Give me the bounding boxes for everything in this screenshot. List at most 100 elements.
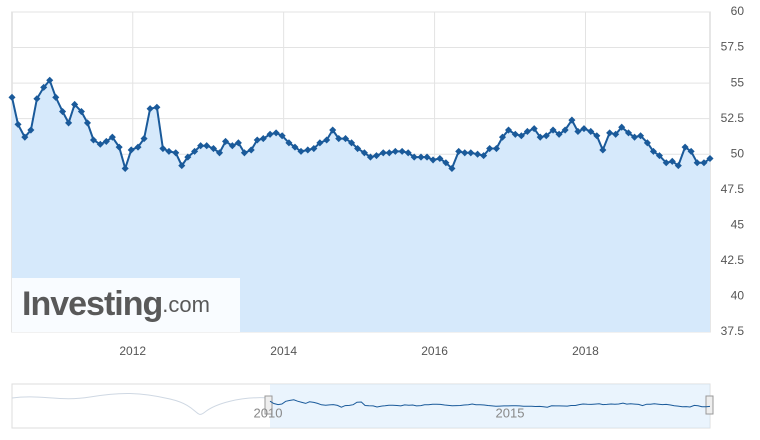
point [649, 147, 657, 155]
point [203, 142, 211, 150]
navigator-handle-left[interactable] [264, 395, 273, 415]
logo-suffix: .com [162, 292, 210, 317]
point [448, 164, 456, 172]
point [234, 139, 242, 147]
navigator-handle-right[interactable] [705, 395, 714, 415]
point [102, 137, 110, 145]
point [693, 159, 701, 167]
point [523, 127, 531, 136]
y-tick-label: 37.5 [721, 324, 745, 338]
point [461, 149, 469, 157]
point [121, 164, 129, 172]
point [687, 147, 695, 155]
point [417, 153, 425, 161]
navigator-label: 2010 [254, 405, 283, 420]
point [480, 152, 488, 160]
point [259, 135, 267, 143]
point [184, 153, 192, 161]
navigator: 2010 2015 [11, 383, 714, 429]
point [348, 139, 356, 147]
point [498, 133, 507, 141]
y-tick-label: 42.5 [721, 253, 745, 267]
point [215, 149, 224, 157]
point [530, 125, 538, 133]
point [643, 139, 651, 147]
y-tick-label: 47.5 [721, 182, 745, 196]
point [165, 147, 173, 155]
point [624, 129, 633, 137]
point [385, 149, 393, 157]
y-tick-label: 50 [731, 146, 745, 160]
point [329, 126, 337, 134]
point [341, 135, 350, 143]
point [297, 147, 305, 155]
point [360, 149, 368, 157]
point [511, 130, 519, 138]
point [191, 147, 199, 155]
point [209, 144, 218, 153]
point [310, 144, 318, 153]
point [178, 162, 186, 170]
point [574, 127, 582, 136]
x-tick-label: 2012 [119, 344, 146, 358]
y-tick-label: 60 [731, 4, 745, 18]
y-tick-label: 40 [731, 289, 745, 303]
point [606, 129, 614, 137]
point [542, 132, 550, 140]
point [379, 149, 387, 157]
point [536, 133, 544, 141]
point [391, 147, 399, 155]
plot [8, 76, 714, 332]
point [555, 130, 563, 138]
logo: Investing.com [12, 278, 240, 332]
y-tick-label: 55 [731, 75, 745, 89]
point [618, 123, 626, 131]
point [247, 146, 255, 154]
point [580, 125, 588, 133]
point [561, 126, 569, 134]
point [89, 136, 98, 144]
point [240, 149, 248, 157]
point [115, 143, 123, 151]
y-tick-label: 45 [731, 218, 745, 232]
point [587, 127, 595, 136]
point [404, 149, 412, 157]
navigator-label: 2015 [496, 405, 525, 420]
point [681, 143, 689, 151]
point [593, 132, 601, 140]
point [285, 139, 293, 147]
point [517, 132, 525, 140]
x-tick-label: 2018 [572, 344, 599, 358]
point [398, 147, 406, 155]
point [278, 132, 286, 140]
point [127, 146, 135, 154]
logo-brand: Investing.com [22, 285, 210, 323]
point [146, 105, 154, 113]
point [662, 159, 670, 167]
point [140, 135, 148, 143]
point [172, 149, 180, 157]
point [197, 142, 205, 150]
point [474, 150, 482, 158]
point [354, 144, 362, 153]
point [706, 154, 714, 163]
point [668, 157, 676, 165]
point [316, 139, 324, 147]
area [12, 80, 710, 332]
x-tick-label: 2016 [421, 344, 448, 358]
point [21, 133, 29, 141]
point [549, 126, 557, 134]
point [599, 146, 607, 154]
point [700, 159, 708, 167]
navigator-history [11, 393, 271, 415]
point [674, 162, 682, 170]
point [77, 108, 85, 116]
line [11, 78, 711, 172]
point [291, 143, 299, 151]
logo-brand-text: Investing [22, 285, 162, 323]
point [96, 140, 104, 148]
point [655, 152, 663, 160]
point [612, 130, 620, 138]
